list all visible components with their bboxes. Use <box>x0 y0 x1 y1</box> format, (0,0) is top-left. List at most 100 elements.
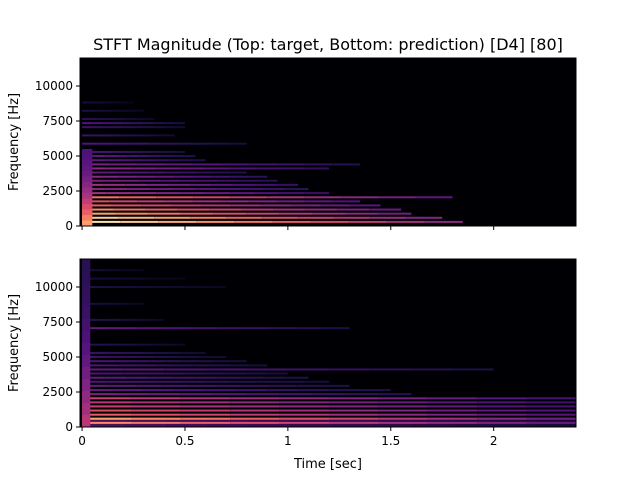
harmonic-segment <box>304 163 333 166</box>
harmonic-segment <box>92 101 98 104</box>
harmonic-segment <box>106 318 115 321</box>
harmonic-segment <box>329 405 379 408</box>
harmonic-segment <box>82 163 110 166</box>
harmonic-segment <box>263 188 286 191</box>
harmonic-segment <box>82 393 115 396</box>
harmonic-segment <box>123 368 165 371</box>
harmonic-segment <box>82 413 132 416</box>
harmonic-segment <box>82 401 132 404</box>
harmonic-segment <box>180 192 206 195</box>
onset-cell <box>82 391 91 403</box>
harmonic-segment <box>143 122 155 125</box>
harmonic-segment <box>112 126 124 129</box>
harmonic-segment <box>82 376 105 379</box>
harmonic-segment <box>119 159 132 162</box>
harmonic-segment <box>119 196 157 199</box>
x-ticks-bottom: 0 0.5 1 1.5 2 <box>78 427 497 448</box>
harmonic-segment <box>197 171 214 174</box>
harmonic-segment <box>112 109 120 112</box>
harmonic-segment <box>112 122 124 125</box>
harmonic-segment <box>107 101 113 104</box>
onset-cell <box>82 209 93 215</box>
harmonic-segment <box>279 409 330 412</box>
harmonic-segment <box>98 142 115 145</box>
harmonic-segment <box>92 343 103 346</box>
harmonic-segment <box>205 368 247 371</box>
x-tick-label: 0.5 <box>175 434 194 448</box>
harmonic-segment <box>110 286 126 288</box>
harmonic-segment <box>193 196 231 199</box>
harmonic-segment <box>348 220 387 223</box>
harmonic-segment <box>406 216 443 219</box>
onset-cell <box>82 355 91 367</box>
harmonic-segment <box>197 286 212 288</box>
x-tick-label: 0 <box>78 434 86 448</box>
harmonic-segment <box>174 389 206 392</box>
harmonic-segment <box>189 384 216 387</box>
harmonic-segment <box>193 175 212 178</box>
harmonic-segment <box>82 126 93 129</box>
harmonic-segment <box>526 405 576 408</box>
harmonic-segment <box>213 171 231 174</box>
harmonic-segment <box>378 413 428 416</box>
harmonic-segment <box>378 212 412 215</box>
harmonic-segment <box>240 188 264 191</box>
panel-top: 0 2500 5000 7500 10000 Frequency [Hz] <box>7 57 577 233</box>
harmonic-segment <box>262 216 299 219</box>
harmonic-segment <box>127 155 139 157</box>
harmonic-segment <box>261 204 291 207</box>
harmonic-segment <box>156 159 169 162</box>
harmonic-segment <box>378 196 416 199</box>
harmonic-segment <box>231 204 262 207</box>
harmonic-segment <box>98 318 107 321</box>
harmonic-segment <box>146 183 169 186</box>
harmonic-segment <box>138 155 150 157</box>
harmonic-segment <box>139 118 147 121</box>
harmonic-segment <box>477 421 527 424</box>
harmonic-segment <box>82 188 105 191</box>
harmonic-segment <box>180 159 194 162</box>
harmonic-segment <box>100 134 110 137</box>
harmonic-segment <box>290 204 321 207</box>
harmonic-segment <box>94 351 107 354</box>
harmonic-segment <box>304 192 330 195</box>
harmonic-segment <box>242 327 270 330</box>
harmonic-segment <box>82 109 89 112</box>
harmonic-segment <box>254 380 280 383</box>
harmonic-segment <box>174 343 185 346</box>
harmonic-segment <box>213 393 247 396</box>
harmonic-segment <box>156 196 194 199</box>
harmonic-segment <box>154 286 169 288</box>
harmonic-segment <box>526 421 576 424</box>
harmonic-segment <box>246 368 288 371</box>
harmonic-segment <box>156 134 166 137</box>
harmonic-segment <box>279 397 330 400</box>
harmonic-segment <box>279 380 305 383</box>
harmonic-segment <box>424 220 463 223</box>
harmonic-segment <box>94 109 101 112</box>
harmonic-segment <box>329 389 360 392</box>
harmonic-segment <box>132 118 140 121</box>
harmonic-segment <box>101 179 122 182</box>
harmonic-segment <box>106 351 120 354</box>
harmonic-segment <box>276 200 305 203</box>
harmonic-segment <box>180 167 206 170</box>
harmonic-segment <box>427 397 478 400</box>
harmonic-segment <box>332 163 360 166</box>
harmonic-segment <box>94 302 101 305</box>
harmonic-segment <box>118 118 126 121</box>
harmonic-segment <box>180 413 231 416</box>
harmonic-segment <box>82 134 92 137</box>
harmonic-segment <box>96 356 111 358</box>
harmonic-segment <box>180 405 231 408</box>
harmonic-segment <box>106 109 113 112</box>
harmonic-segment <box>213 142 231 145</box>
harmonic-segment <box>378 421 428 424</box>
harmonic-segment <box>131 318 140 321</box>
harmonic-segment <box>161 155 173 157</box>
harmonic-segment <box>82 397 132 400</box>
onset-cell <box>82 403 91 415</box>
harmonic-segment <box>93 155 105 157</box>
harmonic-segment <box>217 188 241 191</box>
onset-cell <box>82 319 91 331</box>
